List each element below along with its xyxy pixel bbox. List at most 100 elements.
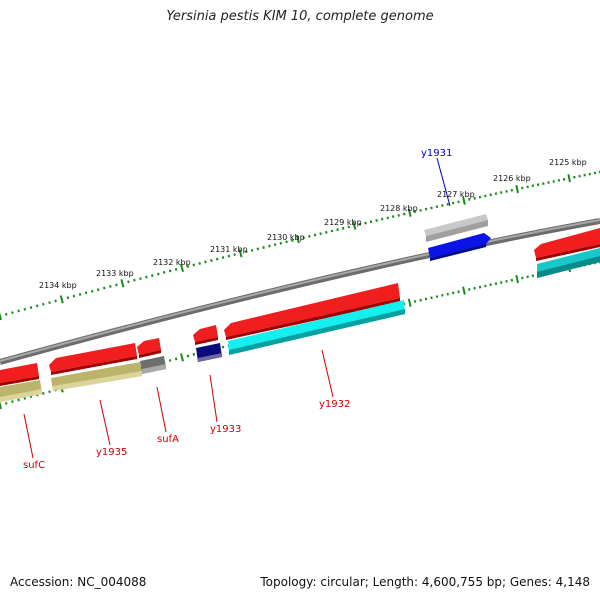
outer-track-minor-tick [521, 186, 524, 190]
outer-track-minor-tick [127, 280, 130, 284]
outer-track-minor-tick [451, 201, 455, 205]
inner-track-minor-tick [168, 359, 172, 362]
gene-label-sufC[interactable]: sufC [23, 460, 45, 471]
outer-track-minor-tick [308, 234, 311, 238]
outer-track-minor-tick [4, 312, 8, 316]
outer-track-minor-tick [54, 299, 57, 303]
outer-track-minor-tick [430, 206, 433, 210]
inner-track-minor-tick [531, 274, 535, 278]
outer-tick-track [0, 170, 600, 321]
inner-track-minor-tick [505, 279, 508, 283]
feature-y1933-outer[interactable] [193, 325, 218, 345]
inner-track-minor-tick [419, 298, 422, 302]
outer-track-minor-tick [35, 304, 39, 308]
leader-line-y1935 [99, 399, 111, 446]
outer-track-minor-tick [313, 233, 317, 237]
outer-track-major-tick [515, 184, 519, 194]
inner-track-minor-tick [221, 345, 225, 349]
outer-track-minor-tick [109, 285, 112, 288]
outer-track-major-tick [296, 234, 300, 244]
inner-track-minor-tick [413, 300, 417, 303]
outer-track-minor-tick [386, 216, 389, 220]
outer-track-minor-tick [583, 173, 586, 177]
gene-label-y1935[interactable]: y1935 [96, 447, 127, 458]
outer-track-minor-tick [402, 212, 406, 216]
outer-track-minor-tick [215, 257, 219, 261]
inner-track-minor-tick [478, 285, 482, 289]
outer-track-major-tick [238, 249, 243, 258]
outer-track-minor-tick [552, 180, 555, 183]
gene-label-sufA[interactable]: sufA [157, 434, 179, 445]
feature-sufC-inner[interactable] [0, 380, 42, 402]
feature-sufA-inner[interactable] [140, 356, 166, 374]
feature-y1935-outer[interactable] [49, 343, 137, 375]
feature-sufC-outer[interactable] [0, 363, 39, 386]
scale-label-2133: 2133 kbp [96, 269, 134, 278]
inner-track-minor-tick [424, 297, 428, 301]
genome-backbone-highlight [0, 219, 600, 362]
inner-track-minor-tick [441, 293, 444, 297]
feature-y1932-inner[interactable] [228, 300, 405, 355]
inner-track-minor-tick [500, 281, 503, 284]
outer-track-minor-tick [227, 254, 231, 258]
outer-track-minor-tick [441, 204, 444, 207]
outer-track-minor-tick [204, 260, 207, 264]
inner-track-major-tick [180, 353, 184, 362]
leader-line-y1932 [321, 349, 334, 398]
inner-track-minor-tick [23, 396, 27, 400]
outer-track-minor-tick [90, 289, 94, 293]
outer-track-minor-tick [562, 177, 566, 181]
outer-track-minor-tick [17, 309, 20, 313]
feature-y1932-outer[interactable] [224, 283, 400, 340]
outer-track-minor-tick [397, 213, 400, 217]
leader-line-sufA [156, 386, 167, 433]
outer-track-minor-tick [210, 259, 213, 262]
inner-track-major-tick [462, 286, 466, 295]
inner-track-minor-tick [11, 400, 14, 404]
scale-label-2129: 2129 kbp [324, 218, 362, 227]
scale-label-2127: 2127 kbp [437, 190, 475, 199]
inner-track-minor-tick [186, 354, 190, 358]
outer-track-minor-tick [578, 174, 581, 178]
outer-track-minor-tick [157, 272, 160, 276]
gene-label-y1931[interactable]: y1931 [421, 148, 452, 159]
outer-track-minor-tick [494, 192, 498, 196]
inner-track-major-tick [407, 298, 412, 307]
feature-right-gene-inner[interactable] [537, 248, 600, 278]
gene-label-y1932[interactable]: y1932 [319, 399, 350, 410]
outer-track-minor-tick [133, 278, 136, 282]
inner-track-minor-tick [473, 286, 476, 290]
feature-y1931-inner[interactable] [428, 233, 491, 261]
outer-track-minor-tick [489, 193, 492, 197]
gene-label-y1933[interactable]: y1933 [210, 424, 241, 435]
inner-track-minor-tick [174, 357, 178, 361]
feature-y1931-outer[interactable] [424, 214, 488, 242]
feature-y1933-inner[interactable] [196, 343, 222, 362]
outer-track-minor-tick [162, 271, 166, 274]
feature-y1935-inner[interactable] [51, 362, 142, 391]
outer-track-minor-tick [424, 207, 428, 211]
outer-track-minor-tick [375, 219, 378, 222]
outer-track-minor-tick [250, 248, 254, 252]
outer-track-minor-tick [473, 196, 476, 200]
scale-label-2128: 2128 kbp [380, 204, 418, 213]
leader-line-y1931 [436, 157, 451, 207]
page-title: Yersinia pestis KIM 10, complete genome [166, 9, 434, 24]
outer-track-minor-tick [341, 226, 345, 230]
outer-track-minor-tick [221, 256, 225, 259]
inner-track-minor-tick [4, 401, 8, 405]
outer-track-minor-tick [29, 306, 33, 309]
outer-track-minor-tick [245, 250, 248, 254]
outer-track-minor-tick [145, 275, 148, 279]
outer-track-major-tick [462, 196, 466, 205]
leader-line-sufC [23, 413, 34, 459]
inner-track-minor-tick [17, 398, 20, 402]
feature-right-gene-outer[interactable] [534, 228, 600, 261]
outer-track-major-tick [0, 312, 3, 321]
outer-track-minor-tick [42, 302, 45, 306]
outer-track-minor-tick [369, 220, 373, 224]
scale-label-2134: 2134 kbp [39, 281, 77, 290]
feature-sufA-outer[interactable] [137, 338, 161, 358]
outer-track-minor-tick [325, 230, 328, 234]
outer-track-minor-tick [84, 291, 88, 295]
